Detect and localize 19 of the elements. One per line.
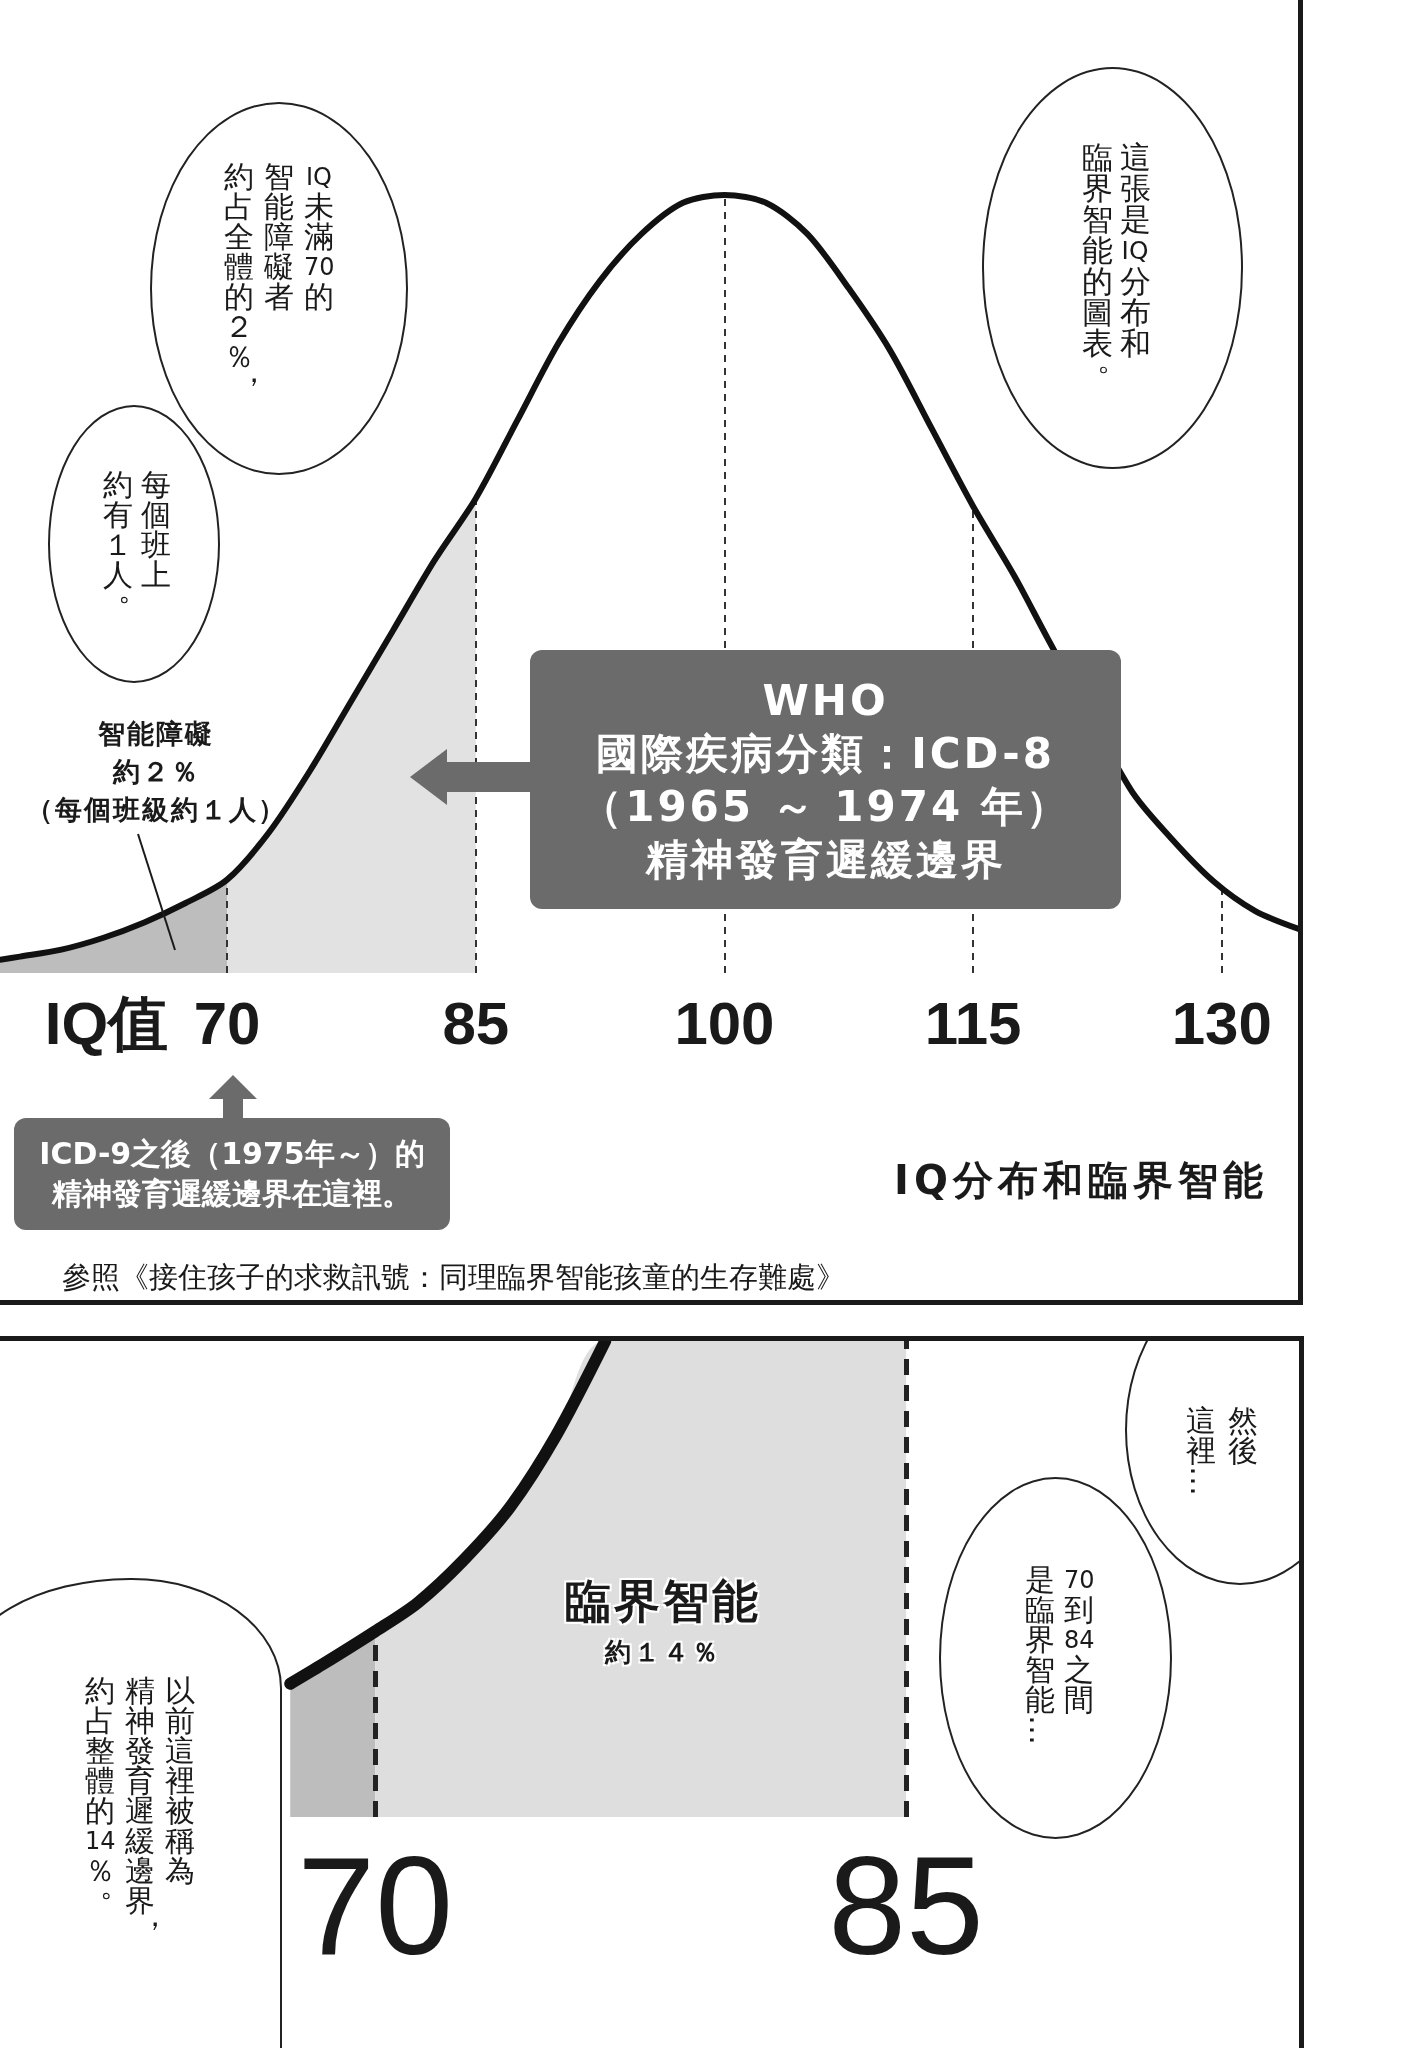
x-tick-label: 85 [442, 989, 510, 1057]
x-tick-label: 130 [1171, 989, 1272, 1057]
text: ICD-9之後（1975年～）的精神發育遲緩邊界在這裡。 [39, 1135, 425, 1213]
annotation: WHO國際疾病分類：ICD-8（1965 ～ 1974 年）精神發育遲緩邊界 [580, 674, 1071, 886]
text: IQ未滿70的智能障礙者約占全體的２％， [224, 159, 335, 389]
text: 參照《接住孩子的求救訊號：同理臨界智能孩童的生存難處》 [62, 1259, 845, 1295]
text: 70到84之間是臨界智能… [1023, 1562, 1095, 1745]
annotation: 然後這裡… [1184, 1403, 1258, 1496]
x-tick-label: 100 [674, 989, 775, 1057]
text: 每個班上約有１人。 [103, 467, 171, 607]
x-tick-label: 85 [828, 1826, 984, 1984]
annotation: 臨界智能約１４％ [565, 1573, 761, 1669]
x-axis-title: IQ值 [44, 989, 169, 1057]
annotation: 智能障礙約２％（每個班級約１人） [25, 717, 287, 827]
x-tick-label: 115 [924, 989, 1022, 1057]
x-tick-label: 70 [193, 989, 261, 1057]
text: 這張是IQ分布和臨界智能的圖表。 [1081, 139, 1151, 377]
x-tick-label: 70 [297, 1826, 454, 1984]
text: IQ分布和臨界智能 [894, 1156, 1268, 1204]
